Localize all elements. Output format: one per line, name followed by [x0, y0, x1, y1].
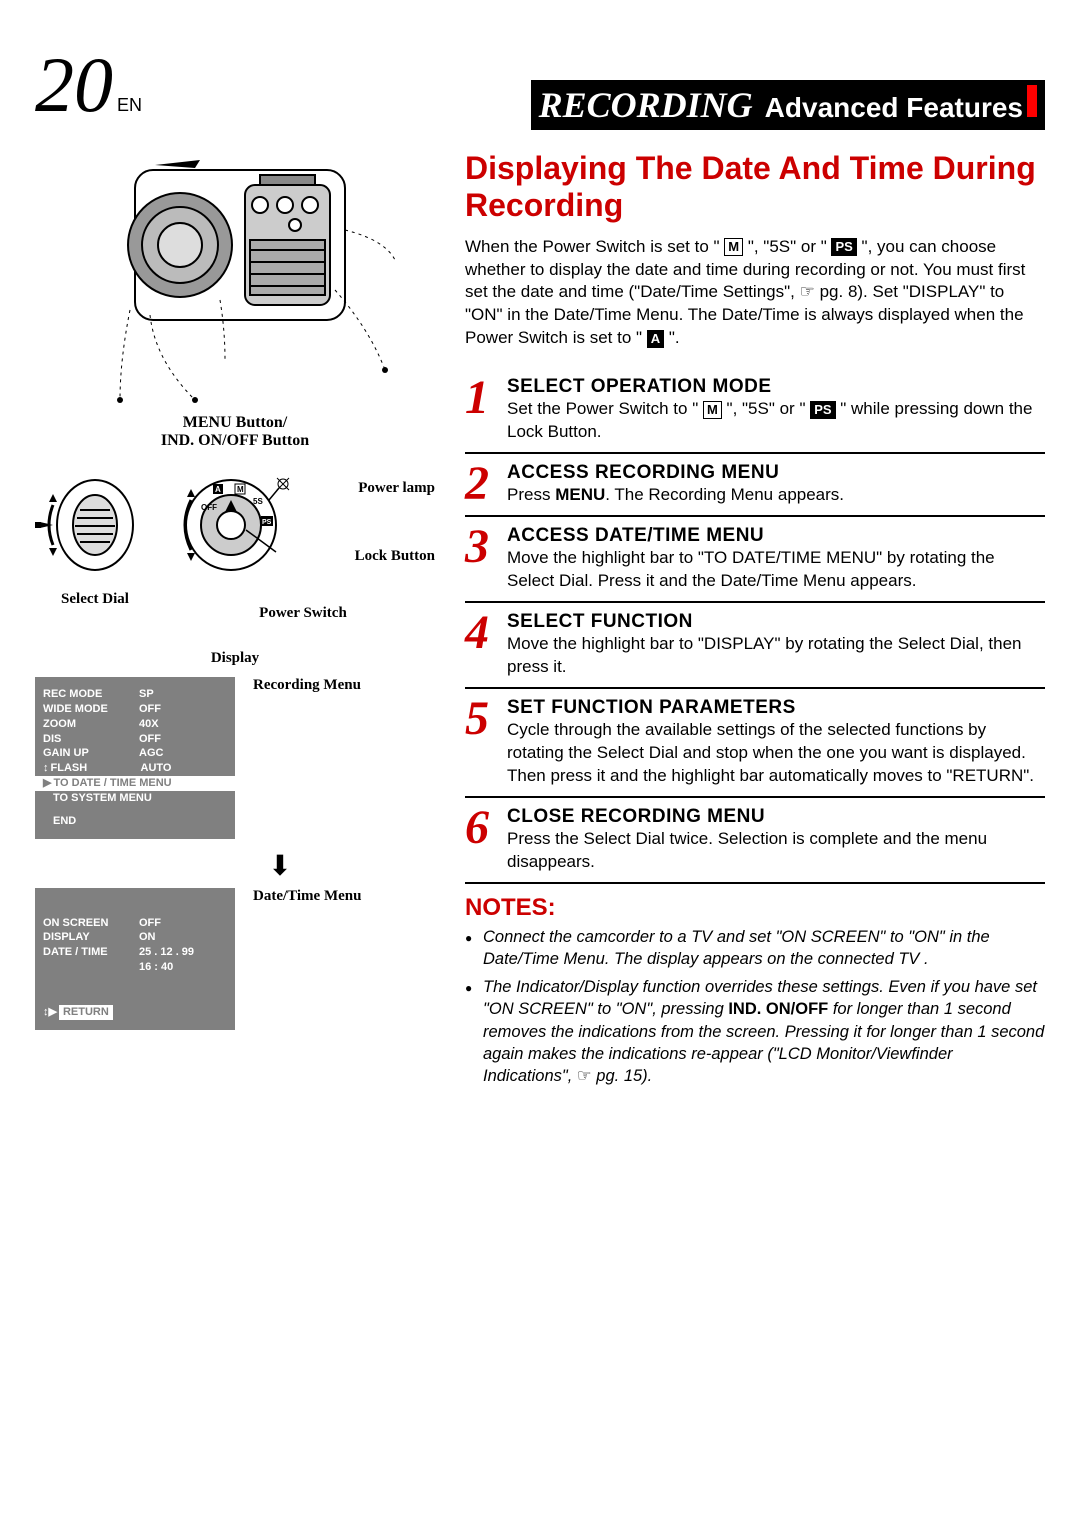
step-number: 1 [465, 376, 503, 444]
m-icon: M [703, 401, 722, 419]
intro-paragraph: When the Power Switch is set to " M ", "… [465, 236, 1045, 351]
dt-v2: 25 . 12 . 99 [139, 945, 194, 960]
step-3: 3 ACCESS DATE/TIME MENU Move the highlig… [465, 517, 1045, 603]
rm-v4: AGC [139, 746, 163, 761]
svg-text:M: M [237, 485, 244, 494]
intro-e: ". [664, 328, 679, 347]
camcorder-illustration [35, 150, 435, 410]
ps-icon: PS [810, 401, 835, 419]
notes-heading: NOTES: [465, 894, 1045, 922]
step-number: 4 [465, 611, 503, 679]
rm-after: TO SYSTEM MENU [43, 791, 227, 806]
rm-k5: FLASH [51, 761, 141, 776]
display-heading: Display [35, 650, 435, 667]
diagram-column: MENU Button/ IND. ON/OFF Button [35, 150, 435, 1093]
dt-v0: OFF [139, 916, 161, 931]
rm-end: END [43, 814, 227, 829]
rm-highlight: TO DATE / TIME MENU [53, 777, 171, 789]
rm-v0: SP [139, 687, 154, 702]
step-5: 5 SET FUNCTION PARAMETERS Cycle through … [465, 689, 1045, 798]
dt-v1: ON [139, 930, 156, 945]
a-icon: A [647, 330, 664, 348]
step-title: ACCESS DATE/TIME MENU [507, 525, 1045, 547]
dt-return: RETURN [59, 1005, 113, 1020]
intro-b: ", "5S" or " [743, 237, 831, 256]
step-1: 1 SELECT OPERATION MODE Set the Power Sw… [465, 368, 1045, 454]
rm-k2: ZOOM [43, 717, 139, 732]
note-item: The Indicator/Display function overrides… [465, 976, 1045, 1087]
dt-time: 16 : 40 [139, 960, 173, 975]
recording-menu-caption: Recording Menu [253, 677, 435, 694]
select-dial-label: Select Dial [35, 591, 155, 608]
rm-v5: AUTO [141, 761, 172, 776]
datetime-menu-screen: ON SCREENOFF DISPLAYON DATE / TIME25 . 1… [35, 888, 235, 1030]
content-column: Displaying The Date And Time During Reco… [465, 150, 1045, 1093]
dt-k2: DATE / TIME [43, 945, 139, 960]
banner-title: RECORDING [539, 84, 753, 126]
step-4: 4 SELECT FUNCTION Move the highlight bar… [465, 603, 1045, 689]
step-title: ACCESS RECORDING MENU [507, 462, 1045, 484]
rm-v1: OFF [139, 702, 161, 717]
svg-text:A: A [215, 485, 221, 494]
svg-text:5S: 5S [253, 497, 263, 506]
ref-icon: ☞ [577, 1065, 592, 1087]
svg-text:PS: PS [262, 519, 272, 526]
svg-text:OFF: OFF [201, 503, 217, 512]
rm-v3: OFF [139, 732, 161, 747]
rm-k4: GAIN UP [43, 746, 139, 761]
down-arrow-icon: ⬇ [125, 849, 435, 882]
menu-button-label: MENU Button/ IND. ON/OFF Button [35, 414, 435, 450]
step-desc: Move the highlight bar to "TO DATE/TIME … [507, 547, 1045, 593]
step-title: SELECT OPERATION MODE [507, 376, 1045, 398]
step-number: 2 [465, 462, 503, 507]
step-desc: Cycle through the available settings of … [507, 719, 1045, 788]
step-title: SET FUNCTION PARAMETERS [507, 697, 1045, 719]
step-6: 6 CLOSE RECORDING MENU Press the Select … [465, 798, 1045, 884]
ps-icon: PS [831, 238, 856, 256]
page-header: 20 EN RECORDING Advanced Features [35, 40, 1045, 130]
power-lamp-label: Power lamp [358, 480, 435, 497]
banner-subtitle: Advanced Features [765, 92, 1023, 124]
notes-list: Connect the camcorder to a TV and set "O… [465, 926, 1045, 1088]
note-item: Connect the camcorder to a TV and set "O… [465, 926, 1045, 971]
rm-v2: 40X [139, 717, 159, 732]
step-number: 6 [465, 806, 503, 874]
section-banner: RECORDING Advanced Features [531, 80, 1045, 130]
camcorder-svg [35, 150, 435, 410]
step-title: SELECT FUNCTION [507, 611, 1045, 633]
page-number: 20 [35, 40, 113, 130]
lock-button-label: Lock Button [355, 548, 435, 565]
step-2: 2 ACCESS RECORDING MENU Press MENU. The … [465, 454, 1045, 517]
datetime-menu-caption: Date/Time Menu [253, 888, 435, 905]
select-dial-diagram: Select Dial [35, 470, 155, 608]
rm-k0: REC MODE [43, 687, 139, 702]
step-number: 3 [465, 525, 503, 593]
step-title: CLOSE RECORDING MENU [507, 806, 1045, 828]
banner-accent [1027, 85, 1037, 117]
intro-a: When the Power Switch is set to " [465, 237, 724, 256]
rm-k3: DIS [43, 732, 139, 747]
step-desc: Set the Power Switch to " M ", "5S" or "… [507, 398, 1045, 444]
power-switch-diagram: Power lamp Lock Button OFF A M 5S PS [171, 470, 435, 622]
m-icon: M [724, 238, 743, 256]
step-number: 5 [465, 697, 503, 788]
page-number-suffix: EN [117, 95, 142, 116]
dt-k0: ON SCREEN [43, 916, 139, 931]
step-desc: Press the Select Dial twice. Selection i… [507, 828, 1045, 874]
dt-k1: DISPLAY [43, 930, 139, 945]
section-title: Displaying The Date And Time During Reco… [465, 150, 1045, 224]
recording-menu-screen: REC MODESP WIDE MODEOFF ZOOM40X DISOFF G… [35, 677, 235, 839]
step-desc: Move the highlight bar to "DISPLAY" by r… [507, 633, 1045, 679]
step-desc: Press MENU. The Recording Menu appears. [507, 484, 1045, 507]
label-line1: MENU Button/ [183, 414, 287, 431]
power-switch-label: Power Switch [171, 605, 435, 622]
ref-icon: ☞ [800, 281, 815, 304]
label-line2: IND. ON/OFF Button [161, 432, 309, 449]
rm-k1: WIDE MODE [43, 702, 139, 717]
